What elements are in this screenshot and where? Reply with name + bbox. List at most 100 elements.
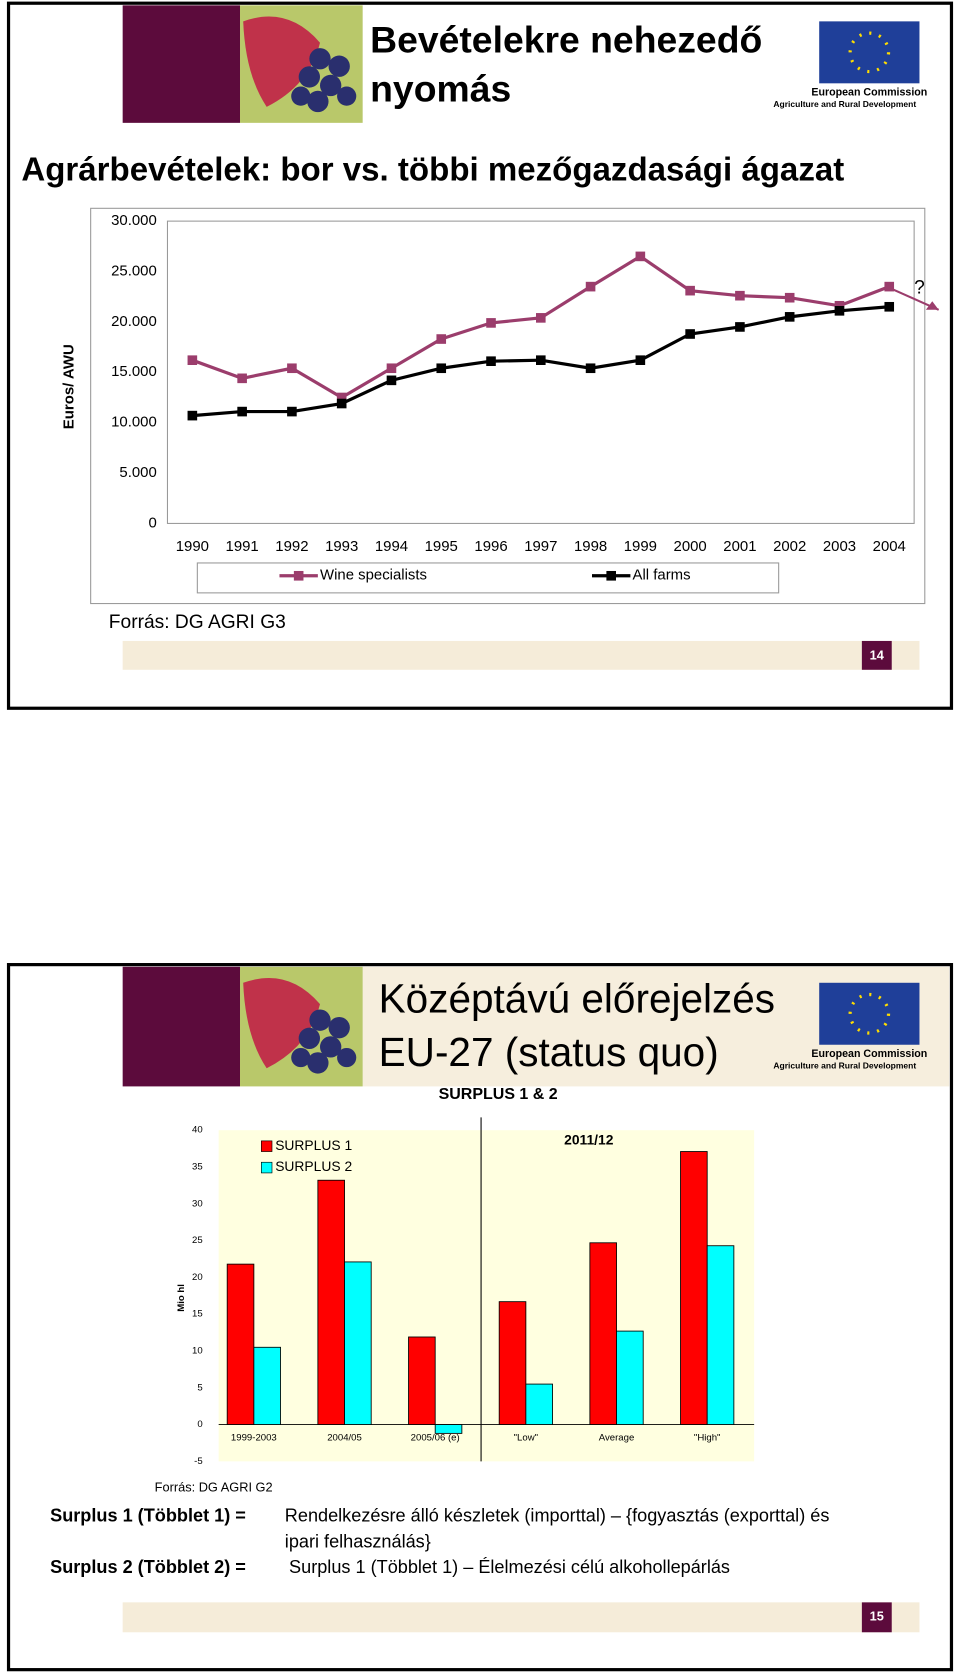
bar — [498, 1301, 527, 1425]
definition-term: Surplus 2 (Többlet 2) = — [50, 1557, 246, 1577]
marker — [287, 406, 297, 417]
legend-label: SURPLUS 2 — [275, 1158, 352, 1174]
definition-text: ipari felhasználás} — [285, 1531, 431, 1551]
marker — [635, 355, 646, 365]
logo-text: Agriculture and Rural Development — [773, 99, 916, 109]
marker — [685, 285, 695, 296]
bar — [525, 1383, 553, 1425]
y-tick-label: 25 — [192, 1235, 203, 1246]
x-tick-label: 1999-2003 — [231, 1432, 277, 1443]
page-box — [861, 640, 892, 670]
x-tick-label: "High" — [694, 1432, 721, 1443]
legend-label: SURPLUS 1 — [275, 1137, 352, 1153]
x-tick-label: Average — [599, 1432, 635, 1443]
x-tick-label: 1996 — [474, 538, 507, 555]
marker — [834, 300, 845, 311]
marker — [884, 281, 895, 292]
bar — [434, 1424, 463, 1434]
x-tick-label: 1991 — [226, 538, 259, 555]
y-tick-label: 30 — [192, 1198, 203, 1209]
source: Forrás: DG AGRI G3 — [109, 612, 286, 633]
grape-image — [240, 966, 363, 1087]
y-axis-label: Euros/ AWU — [60, 344, 77, 429]
header-block — [122, 966, 240, 1087]
legend-marker — [293, 570, 304, 581]
x-tick-label: 2004 — [873, 538, 906, 555]
x-tick-label: 2003 — [823, 538, 856, 555]
x-tick-label: 2005/06 (e) — [411, 1432, 460, 1443]
marker — [336, 392, 347, 403]
page-number: 14 — [870, 647, 885, 662]
y-tick-label: 5 — [197, 1382, 202, 1393]
marker — [336, 398, 347, 409]
marker — [635, 251, 646, 262]
logo-text: European Commission — [811, 1048, 927, 1060]
y-tick-label: 5.000 — [119, 464, 156, 481]
legend-box — [196, 562, 780, 594]
annotation: ? — [914, 277, 925, 298]
x-tick-label: 2000 — [674, 538, 707, 555]
marker — [237, 406, 247, 417]
x-tick-label: 2002 — [773, 538, 806, 555]
bar — [589, 1242, 617, 1425]
grape-image — [240, 5, 363, 123]
marker — [486, 318, 496, 328]
legend-swatch — [261, 1140, 273, 1152]
marker — [784, 312, 795, 322]
legend-swatch — [261, 1161, 273, 1174]
marker — [784, 292, 795, 303]
marker — [187, 410, 198, 421]
marker — [536, 313, 546, 323]
y-tick-label: 15.000 — [111, 363, 157, 380]
x-tick-label: 2001 — [723, 538, 756, 555]
bar — [706, 1245, 735, 1425]
marker — [436, 334, 447, 344]
marker — [834, 306, 845, 316]
x-tick-label: 1994 — [375, 538, 408, 555]
page-box — [861, 1602, 892, 1633]
y-tick-label: 10 — [192, 1345, 203, 1356]
y-tick-label: 40 — [192, 1125, 203, 1136]
plot-area — [218, 1130, 755, 1462]
marker — [436, 363, 447, 374]
bar — [680, 1151, 708, 1425]
y-tick-label: -5 — [194, 1456, 203, 1467]
y-axis-label: Mio hl — [176, 1284, 187, 1312]
x-tick-label: 1999 — [624, 538, 657, 555]
y-tick-label: 0 — [197, 1419, 202, 1430]
x-tick-label: 1992 — [275, 538, 308, 555]
bar — [408, 1336, 436, 1425]
x-tick-label: 2004/05 — [327, 1432, 362, 1443]
y-tick-label: 15 — [192, 1309, 203, 1320]
marker — [187, 355, 198, 365]
y-tick-label: 10.000 — [111, 414, 157, 431]
legend-label: All farms — [633, 567, 691, 584]
x-tick-label: 1997 — [524, 538, 557, 555]
definition-text: Surplus 1 (Többlet 1) – Élelmezési célú … — [289, 1557, 730, 1577]
bar — [253, 1346, 281, 1425]
definition-text: Rendelkezésre álló készletek (importtal)… — [285, 1506, 830, 1526]
bar — [616, 1330, 644, 1425]
marker — [287, 363, 297, 374]
definition-term: Surplus 1 (Többlet 1) = — [50, 1506, 246, 1526]
footer-band — [122, 640, 920, 670]
slide-title: nyomás — [370, 68, 511, 110]
logo-text: European Commission — [811, 87, 927, 99]
marker — [237, 373, 247, 384]
eu-logo — [819, 982, 920, 1045]
y-tick-label: 0 — [148, 514, 156, 531]
legend-marker — [606, 570, 616, 581]
annotation: 2011/12 — [564, 1132, 614, 1148]
x-tick-label: 1998 — [574, 538, 607, 555]
marker — [685, 329, 695, 339]
x-tick-label: 1990 — [176, 538, 209, 555]
marker — [386, 363, 397, 374]
bar — [226, 1263, 255, 1425]
y-tick-label: 20.000 — [111, 313, 157, 330]
marker — [386, 375, 397, 386]
marker — [486, 356, 496, 367]
eu-logo — [819, 21, 920, 84]
legend-label: Wine specialists — [320, 567, 427, 584]
marker — [884, 301, 895, 312]
